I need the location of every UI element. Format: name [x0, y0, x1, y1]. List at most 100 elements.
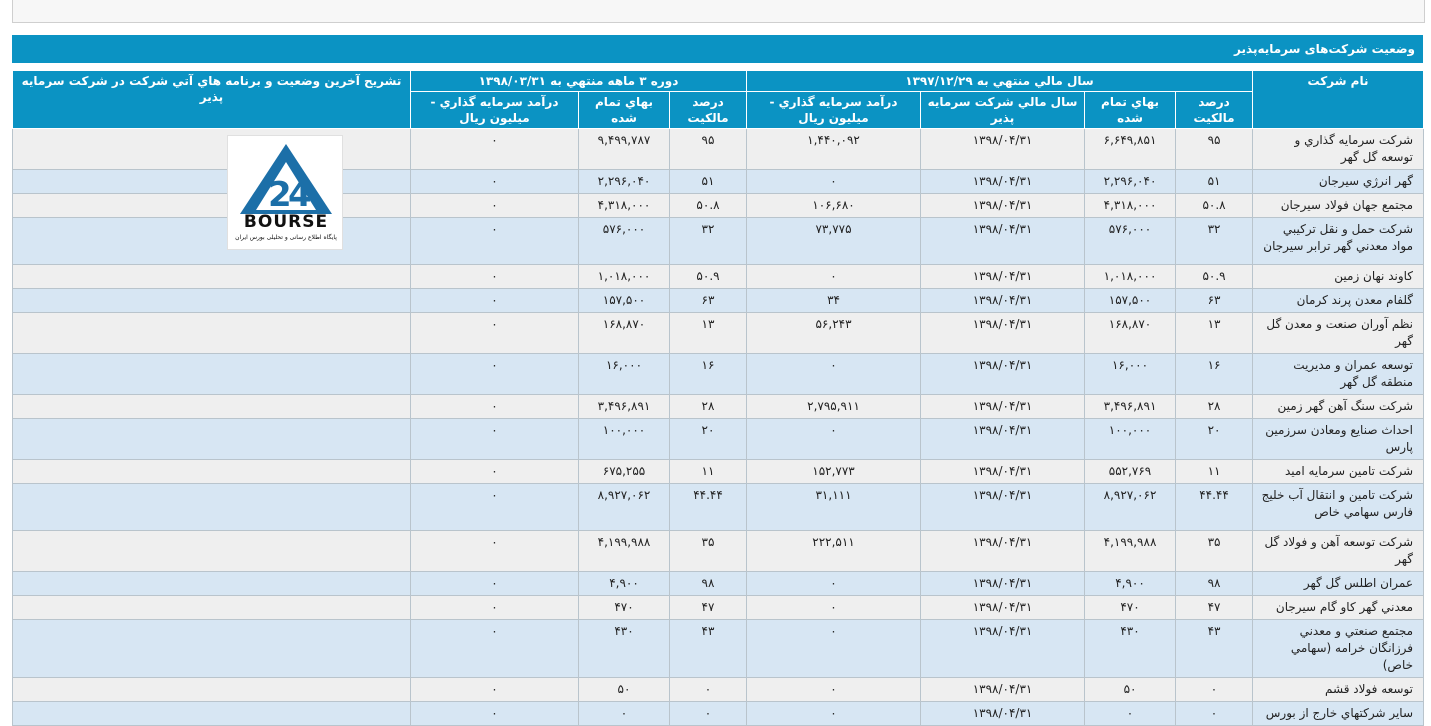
- income-cell: ۷۳,۷۷۵: [745, 217, 922, 265]
- cost-period-cell: ۴۳۰: [578, 619, 670, 678]
- fiscal-year-group-header: سال مالي منتهي به ۱۳۹۷/۱۲/۲۹: [745, 70, 1254, 92]
- income-cell: ۳۱,۱۱۱: [745, 483, 922, 531]
- ownership-cell: ۴۳: [1175, 619, 1254, 678]
- table-row: ساير شرکتهاي خارج از بورس ۰ ۰ ۱۳۹۸/۰۴/۳۱ ۰ ۰ ۰…: [12, 701, 1425, 726]
- company-name-cell: کاوند نهان زمين: [1252, 264, 1425, 289]
- description-cell: [12, 169, 411, 194]
- fiscal-year-cell: ۱۳۹۸/۰۴/۳۱: [920, 459, 1086, 484]
- logo-subtitle: پایگاه اطلاع رسانی و تحلیلی بورس ایران: [235, 234, 337, 241]
- income-period-cell: ۰: [410, 530, 579, 572]
- cost-cell: ۱۵۷,۵۰۰: [1084, 288, 1177, 313]
- income-cell: ۲,۷۹۵,۹۱۱: [745, 394, 922, 419]
- cost-cell: ۵۵۲,۷۶۹: [1084, 459, 1177, 484]
- company-name-cell: نظم آوران صنعت و معدن گل گهر: [1252, 312, 1425, 354]
- description-cell: [12, 128, 411, 170]
- company-name-cell: شرکت تامين و انتقال آب خليج فارس سهامي خ…: [1252, 483, 1425, 531]
- ownership-cell: ۲۰: [1175, 418, 1254, 460]
- table-row: شرکت سرمايه گذاري و توسعه گل گهر ۹۵ ۶,۶۴۹,…: [12, 128, 1425, 170]
- ownership-cell: ۱۱: [1175, 459, 1254, 484]
- income-period-cell: ۰: [410, 595, 579, 620]
- cost-period-cell: ۵۰: [578, 677, 670, 702]
- top-panel-edge: [12, 0, 1425, 23]
- ownership-cell: ۵۰.۸: [1175, 193, 1254, 218]
- income-cell: ۰: [745, 264, 922, 289]
- description-cell: [12, 193, 411, 218]
- ownership-period-cell: ۵۱: [669, 169, 747, 194]
- ownership-cell: ۰: [1175, 677, 1254, 702]
- income-period-cell: ۰: [410, 193, 579, 218]
- fiscal-year-cell: ۱۳۹۸/۰۴/۳۱: [920, 312, 1086, 354]
- ownership-period-cell: ۱۱: [669, 459, 747, 484]
- table-row: گهر انرژي سيرجان ۵۱ ۲,۲۹۶,۰۴۰ ۱۳۹۸/۰۴/۳۱ ۰ ۵۱…: [12, 169, 1425, 194]
- ownership-cell: ۴۴.۴۴: [1175, 483, 1254, 531]
- cost-cell: ۴,۱۹۹,۹۸۸: [1084, 530, 1177, 572]
- table-row: شرکت تامين سرمايه اميد ۱۱ ۵۵۲,۷۶۹ ۱۳۹۸/۰۴/۳…: [12, 459, 1425, 484]
- income-cell: ۰: [745, 571, 922, 596]
- cost-period-cell: ۵۷۶,۰۰۰: [578, 217, 670, 265]
- fiscal-year-cell: ۱۳۹۸/۰۴/۳۱: [920, 169, 1086, 194]
- description-cell: [12, 530, 411, 572]
- ownership-cell: ۳۲: [1175, 217, 1254, 265]
- cost-cell: ۵۷۶,۰۰۰: [1084, 217, 1177, 265]
- table-row: مجتمع جهان فولاد سيرجان ۵۰.۸ ۴,۳۱۸,۰۰۰ ۱۳۹۸…: [12, 193, 1425, 218]
- ownership-period-cell: ۴۳: [669, 619, 747, 678]
- company-name-cell: شرکت توسعه آهن و فولاد گل گهر: [1252, 530, 1425, 572]
- period-group-header: دوره ۳ ماهه منتهي به ۱۳۹۸/۰۳/۳۱: [410, 70, 747, 92]
- cost-period-cell: ۱۵۷,۵۰۰: [578, 288, 670, 313]
- income-period-cell: ۰: [410, 169, 579, 194]
- income-period-cell: ۰: [410, 353, 579, 395]
- income-period-cell: ۰: [410, 394, 579, 419]
- description-column-header: تشريح آخرين وضعيت و برنامه هاي آتي شرکت …: [12, 70, 411, 129]
- ownership-period-cell: ۳۲: [669, 217, 747, 265]
- description-cell: [12, 217, 411, 265]
- income-period-cell: ۰: [410, 418, 579, 460]
- income-cell: ۱۵۲,۷۷۳: [745, 459, 922, 484]
- ownership-header: درصد مالکيت: [1175, 91, 1254, 129]
- ownership-cell: ۰: [1175, 701, 1254, 726]
- description-cell: [12, 459, 411, 484]
- cost-cell: ۱۶,۰۰۰: [1084, 353, 1177, 395]
- ownership-cell: ۱۳: [1175, 312, 1254, 354]
- logo-title: BOURSE: [243, 212, 329, 232]
- ownership-period-cell: ۹۵: [669, 128, 747, 170]
- table-row: عمران اطلس گل گهر ۹۸ ۴,۹۰۰ ۱۳۹۸/۰۴/۳۱ ۰ ۹۸ ۴,۹…: [12, 571, 1425, 596]
- fiscal-year-cell: ۱۳۹۸/۰۴/۳۱: [920, 595, 1086, 620]
- table-row: توسعه فولاد قشم ۰ ۵۰ ۱۳۹۸/۰۴/۳۱ ۰ ۰ ۵۰ ۰: [12, 677, 1425, 702]
- income-period-cell: ۰: [410, 312, 579, 354]
- ownership-cell: ۳۵: [1175, 530, 1254, 572]
- income-period-header: درآمد سرمايه گذاري - ميليون ريال: [410, 91, 579, 129]
- income-period-cell: ۰: [410, 264, 579, 289]
- investees-table-wrapper: نام شرکت سال مالي منتهي به ۱۳۹۷/۱۲/۲۹ دو…: [12, 70, 1425, 726]
- description-cell: [12, 595, 411, 620]
- investees-table: نام شرکت سال مالي منتهي به ۱۳۹۷/۱۲/۲۹ دو…: [12, 70, 1425, 726]
- income-cell: ۰: [745, 619, 922, 678]
- ownership-period-cell: ۱۶: [669, 353, 747, 395]
- ownership-period-cell: ۱۳: [669, 312, 747, 354]
- cost-cell: ۴,۹۰۰: [1084, 571, 1177, 596]
- cost-cell: ۳,۴۹۶,۸۹۱: [1084, 394, 1177, 419]
- description-cell: [12, 571, 411, 596]
- fiscal-year-cell: ۱۳۹۸/۰۴/۳۱: [920, 193, 1086, 218]
- company-name-cell: شرکت سنگ آهن گهر زمين: [1252, 394, 1425, 419]
- table-row: توسعه عمران و مديريت منطقه گل گهر ۱۶ ۱۶,۰۰…: [12, 353, 1425, 395]
- fiscal-year-cell: ۱۳۹۸/۰۴/۳۱: [920, 418, 1086, 460]
- fiscal-year-cell: ۱۳۹۸/۰۴/۳۱: [920, 394, 1086, 419]
- company-name-cell: مجتمع جهان فولاد سيرجان: [1252, 193, 1425, 218]
- ownership-cell: ۹۵: [1175, 128, 1254, 170]
- income-cell: ۰: [745, 169, 922, 194]
- income-cell: ۰: [745, 595, 922, 620]
- fiscal-year-cell: ۱۳۹۸/۰۴/۳۱: [920, 217, 1086, 265]
- cost-cell: ۸,۹۲۷,۰۶۲: [1084, 483, 1177, 531]
- svg-text:4: 4: [288, 175, 312, 215]
- description-cell: [12, 483, 411, 531]
- ownership-period-cell: ۴۷: [669, 595, 747, 620]
- fiscal-year-cell: ۱۳۹۸/۰۴/۳۱: [920, 530, 1086, 572]
- fiscal-year-header: سال مالي شرکت سرمايه پذير: [920, 91, 1086, 129]
- cost-period-cell: ۶۷۵,۲۵۵: [578, 459, 670, 484]
- table-row: احداث صنايع ومعادن سرزمين پارس ۲۰ ۱۰۰,۰۰۰ ۱…: [12, 418, 1425, 460]
- income-cell: ۰: [745, 677, 922, 702]
- cost-cell: ۴۷۰: [1084, 595, 1177, 620]
- income-cell: ۰: [745, 418, 922, 460]
- fiscal-year-cell: ۱۳۹۸/۰۴/۳۱: [920, 677, 1086, 702]
- company-name-cell: ساير شرکتهاي خارج از بورس: [1252, 701, 1425, 726]
